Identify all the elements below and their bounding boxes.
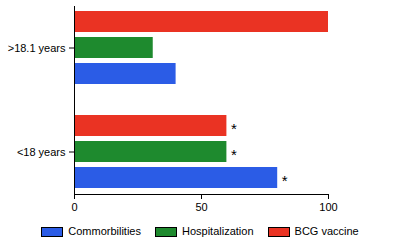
svg-text:*: * (231, 120, 237, 137)
svg-text:<18 years: <18 years (17, 146, 66, 158)
html-text:Hospitalization: Hospitalization (182, 225, 254, 237)
svg-text:>18.1 years: >18.1 years (8, 42, 66, 54)
svg-text:0: 0 (71, 201, 77, 213)
svg-text:100: 100 (319, 201, 337, 213)
svg-text:50: 50 (195, 201, 207, 213)
svg-text:*: * (282, 172, 288, 189)
html-text:BCG vaccine: BCG vaccine (294, 225, 359, 237)
svg-text:*: * (231, 146, 237, 163)
html-text:Commorbilities: Commorbilities (68, 225, 141, 237)
